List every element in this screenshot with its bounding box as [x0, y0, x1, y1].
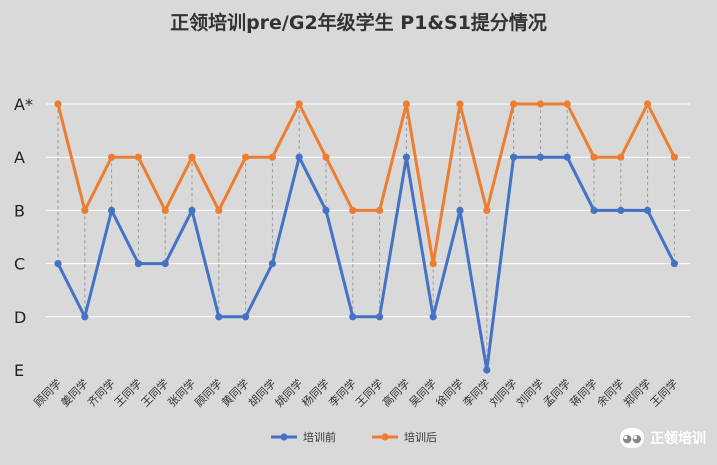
series-point [295, 153, 303, 161]
series-point [108, 206, 116, 214]
series-point [188, 153, 196, 161]
legend-swatch-marker [381, 433, 389, 441]
series-point [509, 100, 518, 108]
x-tick-label: 余同学 [594, 376, 627, 409]
x-tick-label: 胡同学 [245, 376, 278, 409]
drop-lines [57, 104, 675, 370]
x-tick-label: 姚同学 [272, 376, 305, 409]
x-tick-label: 郑同学 [620, 376, 653, 409]
series-point [456, 206, 464, 214]
y-tick-label: D [14, 308, 26, 327]
x-tick-label: 蒋同学 [567, 376, 600, 409]
series-point [563, 153, 571, 161]
series-point [617, 206, 625, 214]
y-tick-label: E [14, 361, 24, 380]
series-point [536, 153, 545, 161]
series-point [349, 313, 357, 321]
x-tick-label: 杨同学 [299, 376, 332, 409]
series-point [402, 153, 410, 161]
legend: 培训前 培训后 [271, 430, 437, 444]
series-point [644, 206, 652, 214]
series-point [644, 100, 652, 108]
series-point [456, 100, 464, 108]
x-tick-label: 黄同学 [218, 376, 251, 409]
series-point [536, 100, 545, 108]
legend-swatch-marker [280, 433, 288, 441]
series-point [188, 206, 196, 214]
series-point [268, 153, 276, 161]
x-axis-ticks: 顾同学姜同学齐同学王同学王同学张同学顾同学黄同学胡同学姚同学杨同学李同学王同学高… [31, 376, 681, 409]
series-point [242, 313, 250, 321]
series-point [322, 206, 330, 214]
x-tick-label: 王同学 [138, 376, 171, 409]
x-tick-label: 孟同学 [540, 376, 573, 409]
series-point [617, 153, 625, 161]
series-point [295, 100, 303, 108]
series-point [268, 260, 276, 268]
series-point [242, 153, 250, 161]
y-tick-label: C [14, 255, 25, 274]
legend-label: 培训前 [303, 430, 336, 444]
series-point [161, 260, 169, 268]
series-point [509, 153, 518, 161]
series-point [54, 100, 62, 108]
series-point [429, 260, 437, 268]
x-tick-label: 李同学 [326, 376, 359, 409]
x-tick-label: 王同学 [111, 376, 144, 409]
series-point [429, 313, 437, 321]
x-tick-label: 高同学 [379, 376, 412, 409]
series-point [483, 366, 491, 374]
watermark: ◕◕ 正领培训 [620, 428, 706, 448]
series-point [376, 313, 384, 321]
legend-label: 培训后 [404, 430, 437, 444]
x-tick-label: 刘同学 [513, 376, 546, 409]
x-tick-label: 姜同学 [58, 376, 91, 409]
wechat-icon: ◕◕ [620, 428, 644, 448]
series-point [349, 206, 357, 214]
series-point [376, 206, 384, 214]
series-point [215, 313, 223, 321]
series-point [54, 260, 62, 268]
y-axis-ticks: E D C B A A* [14, 95, 33, 380]
x-tick-label: 刘同学 [486, 376, 519, 409]
series-point [108, 153, 116, 161]
chart-title: 正领培训pre/G2年级学生 P1&S1提分情况 [170, 12, 547, 34]
series-point [670, 260, 679, 268]
x-tick-label: 王同学 [352, 376, 385, 409]
series-line-before [56, 155, 676, 372]
y-tick-label: B [14, 201, 25, 220]
series-point [402, 100, 410, 108]
x-tick-label: 徐同学 [433, 376, 466, 409]
series-point [134, 260, 142, 268]
y-tick-label: A* [14, 95, 33, 114]
series-point [322, 153, 330, 161]
x-tick-label: 顾同学 [31, 376, 64, 409]
x-tick-label: 王同学 [647, 376, 680, 409]
x-tick-label: 顾同学 [192, 376, 225, 409]
series-line-after [56, 102, 676, 266]
series-point [81, 313, 89, 321]
series-point [590, 153, 598, 161]
x-tick-label: 李同学 [460, 376, 493, 409]
series-point [483, 206, 491, 214]
x-tick-label: 齐同学 [84, 376, 117, 409]
series-point [590, 206, 598, 214]
x-tick-label: 吴同学 [406, 376, 439, 409]
series-point [134, 153, 142, 161]
series-point [563, 100, 571, 108]
series-point [81, 206, 89, 214]
x-tick-label: 张同学 [165, 376, 198, 409]
series-point [670, 153, 679, 161]
series-layer [54, 100, 679, 374]
watermark-text: 正领培训 [650, 431, 706, 447]
series-point [161, 206, 169, 214]
series-point [215, 206, 223, 214]
y-tick-label: A [14, 148, 25, 167]
